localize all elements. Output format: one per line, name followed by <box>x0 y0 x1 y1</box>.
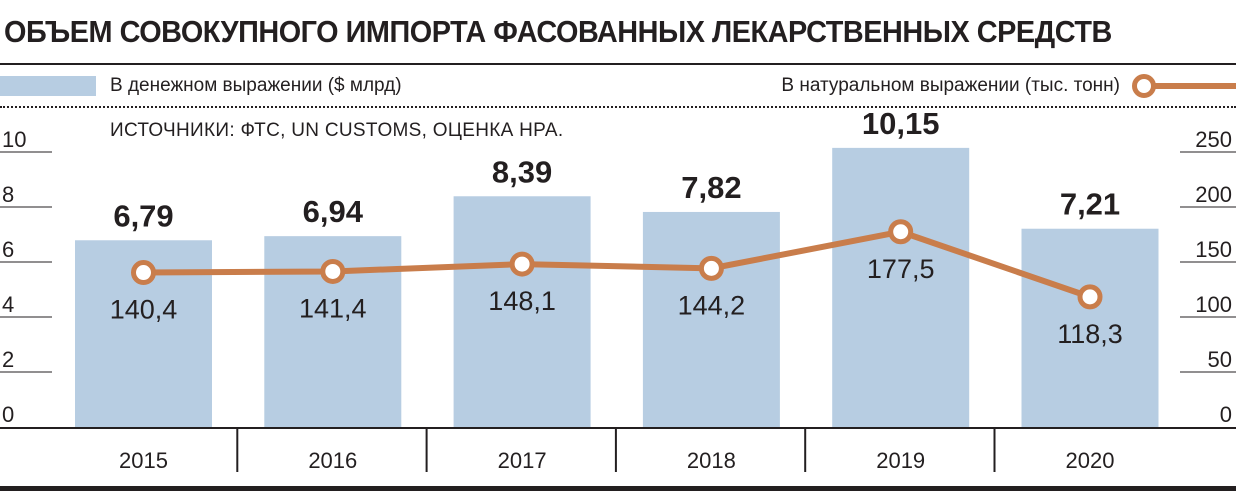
line-point <box>131 260 156 286</box>
category-label: 2017 <box>498 448 547 473</box>
line-point <box>320 258 346 284</box>
left-tick-label: 10 <box>2 127 26 152</box>
right-tick-label: 250 <box>1195 127 1232 152</box>
right-tick-label: 0 <box>1220 402 1232 427</box>
legend-line: В натуральном выражении (тыс. тонн) <box>781 72 1236 100</box>
right-tick-label: 50 <box>1208 347 1232 372</box>
category-label: 2018 <box>687 448 736 473</box>
left-tick-label: 0 <box>2 402 14 427</box>
line-value-label: 140,4 <box>110 295 178 325</box>
legend-line-label: В натуральном выражении (тыс. тонн) <box>781 75 1120 96</box>
source-note: ИСТОЧНИКИ: ФТС, UN CUSTOMS, ОЦЕНКА НРА. <box>110 120 564 141</box>
category-label: 2016 <box>308 448 357 473</box>
line-value-label: 141,4 <box>299 293 367 323</box>
title-rule <box>0 63 1236 65</box>
right-tick-label: 200 <box>1195 182 1232 207</box>
line-value-label: 118,3 <box>1057 319 1123 349</box>
legend-bars-label: В денежном выражении ($ млрд) <box>110 75 402 96</box>
category-label: 2020 <box>1066 448 1115 473</box>
left-tick-label: 8 <box>2 182 14 207</box>
bar <box>1021 228 1159 427</box>
legend-bar-swatch <box>0 76 96 96</box>
right-tick-label: 150 <box>1195 237 1232 262</box>
bottom-rule <box>0 486 1236 491</box>
category-label: 2019 <box>876 448 925 473</box>
bar <box>832 147 970 427</box>
right-tick-label: 100 <box>1195 292 1232 317</box>
left-tick-label: 4 <box>2 292 14 317</box>
chart-title: ОБЪЕМ СОВОКУПНОГО ИМПОРТА ФАСОВАННЫХ ЛЕК… <box>4 14 1112 49</box>
line-value-label: 148,1 <box>488 286 556 316</box>
line-value-label: 177,5 <box>867 254 935 284</box>
bar-value-label: 8,39 <box>492 154 552 189</box>
bar-value-label: 6,79 <box>113 198 173 233</box>
bar-value-label: 10,15 <box>862 106 940 141</box>
bar <box>642 211 780 427</box>
left-tick-label: 2 <box>2 347 14 372</box>
line-value-label: 144,2 <box>678 290 746 320</box>
bar <box>453 196 591 427</box>
line-point <box>1077 284 1103 310</box>
legend-line-swatch <box>1132 74 1236 98</box>
bar-value-label: 7,82 <box>681 170 741 205</box>
legend-separator <box>0 106 1236 108</box>
category-label: 2015 <box>119 448 168 473</box>
bar-value-label: 7,21 <box>1060 187 1120 222</box>
legend-bars: В денежном выражении ($ млрд) <box>0 75 402 97</box>
line-point <box>888 219 914 245</box>
bar-value-label: 6,94 <box>303 194 364 229</box>
line-point <box>698 255 724 281</box>
line-series <box>143 228 1091 300</box>
left-tick-label: 6 <box>2 237 14 262</box>
line-point <box>509 251 535 277</box>
